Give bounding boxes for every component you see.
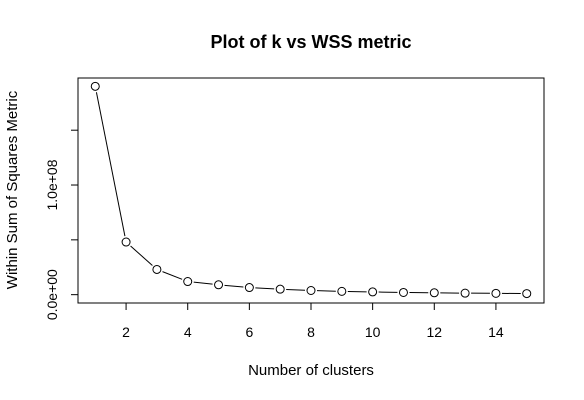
y-axis-label: Within Sum of Squares Metric (4, 90, 21, 289)
data-point (491, 288, 501, 298)
data-point (368, 287, 378, 297)
y-axis: 0.0e+00 1.0e+08 (44, 129, 79, 320)
data-point (90, 81, 100, 91)
plot-frame (77, 77, 545, 304)
data-point (337, 286, 347, 296)
data-point (121, 237, 131, 247)
x-tick-label: 12 (426, 324, 442, 340)
series-segment (286, 288, 306, 291)
series-segment (193, 281, 213, 285)
data-point (275, 284, 285, 294)
series-segment (95, 92, 126, 237)
x-axis-label: Number of clusters (248, 362, 374, 379)
chart-title: Plot of k vs WSS metric (210, 32, 411, 52)
data-point (522, 289, 532, 299)
series-segment (224, 284, 244, 288)
x-tick-label: 10 (365, 324, 381, 340)
data-point (244, 283, 254, 293)
series-segment (130, 245, 153, 266)
data-point (460, 288, 470, 298)
data-point (398, 287, 408, 297)
data-point (214, 280, 224, 290)
data-point (306, 286, 316, 295)
series-segment (316, 290, 336, 292)
data-point (183, 277, 193, 287)
x-axis: 2 4 6 8 10 12 14 (122, 302, 504, 340)
x-tick-label: 8 (307, 324, 315, 340)
series-segment (162, 271, 183, 280)
y-tick-label: 0.0e+00 (44, 269, 60, 320)
y-tick-label: 1.0e+08 (44, 159, 60, 210)
series-layer (90, 81, 532, 299)
data-point (429, 288, 439, 298)
x-tick-label: 6 (245, 324, 253, 340)
x-tick-label: 2 (122, 324, 130, 340)
data-point (152, 264, 162, 274)
series-segment (255, 287, 275, 290)
x-tick-label: 4 (184, 324, 192, 340)
x-tick-label: 14 (488, 324, 504, 340)
